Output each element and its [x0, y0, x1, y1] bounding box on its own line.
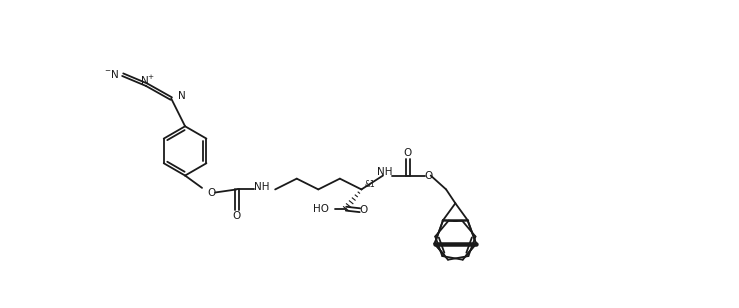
Text: NH: NH	[377, 168, 392, 177]
Text: NH: NH	[254, 182, 270, 192]
Text: O: O	[424, 171, 432, 180]
Text: $\mathsf{^{-}N}$: $\mathsf{^{-}N}$	[103, 68, 119, 80]
Text: O: O	[207, 188, 215, 197]
Text: &1: &1	[364, 180, 375, 189]
Text: O: O	[403, 148, 412, 158]
Text: O: O	[233, 211, 241, 221]
Text: O: O	[360, 205, 368, 215]
Text: N: N	[178, 91, 186, 101]
Text: HO: HO	[313, 204, 329, 214]
Text: $\mathsf{N^{+}}$: $\mathsf{N^{+}}$	[140, 74, 155, 87]
